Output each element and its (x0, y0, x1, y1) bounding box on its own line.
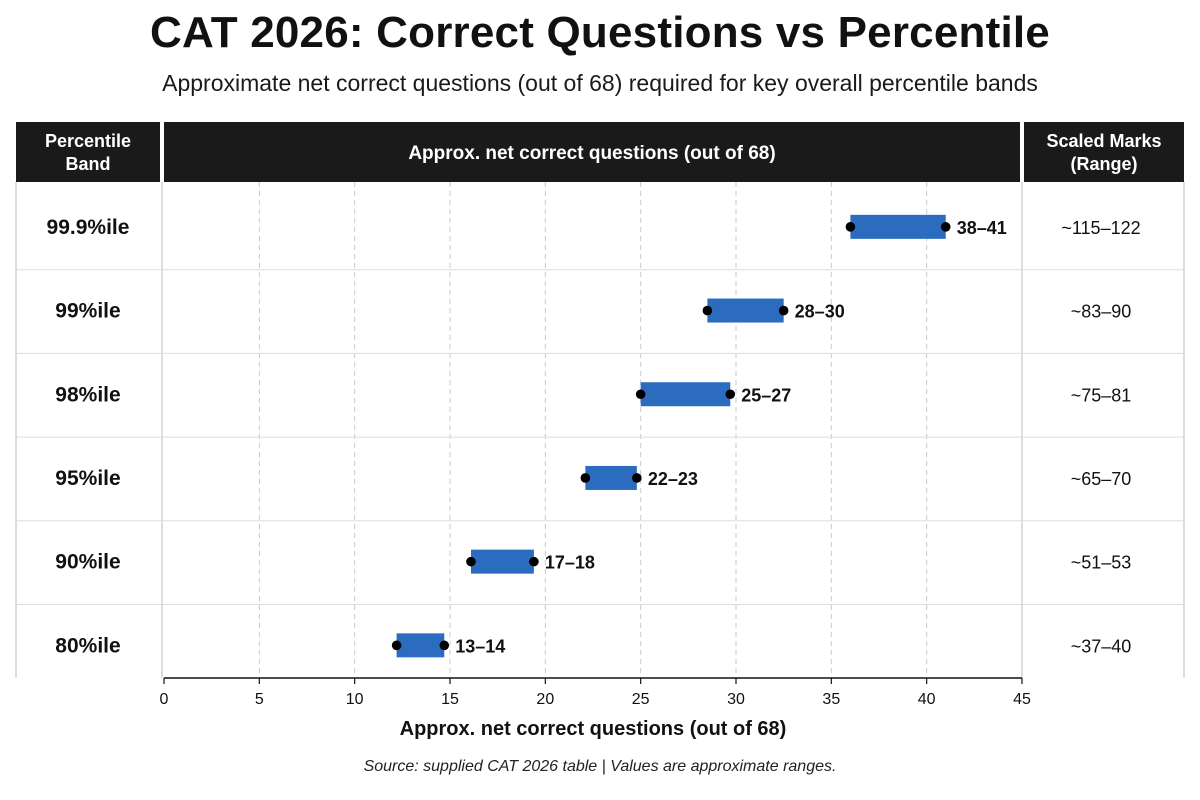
header-marks-line1: Scaled Marks (1046, 131, 1161, 151)
x-tick-label: 45 (1013, 691, 1031, 708)
range-bar (585, 465, 637, 490)
range-start-dot (635, 389, 646, 400)
range-data-label: 13–14 (455, 636, 505, 656)
x-tick-label: 10 (346, 691, 364, 708)
x-tick-label: 40 (918, 691, 936, 708)
header-marks-line2: (Range) (1071, 154, 1138, 174)
range-end-dot (529, 556, 539, 567)
row-scaled-marks: ~115–122 (1061, 218, 1140, 238)
range-bar (640, 382, 731, 407)
x-tick-label: 20 (536, 691, 554, 708)
range-data-label: 38–41 (957, 218, 1007, 238)
range-end-dot (940, 222, 951, 232)
row-scaled-marks: ~65–70 (1071, 469, 1132, 489)
range-end-dot (439, 640, 450, 651)
x-tick-label: 35 (822, 691, 840, 708)
table-header: Percentile Band Approx. net correct ques… (16, 122, 1184, 182)
table-frame (15, 182, 1185, 678)
data-row: 99%ile 28–30 ~83–90 (16, 298, 1184, 354)
row-band-label: 95%ile (55, 467, 120, 490)
row-scaled-marks: ~75–81 (1071, 385, 1132, 405)
range-bar (850, 214, 946, 239)
header-marks-cell (1024, 122, 1184, 182)
range-start-dot (702, 305, 713, 316)
chart-title: CAT 2026: Correct Questions vs Percentil… (150, 8, 1050, 57)
range-bar (707, 298, 784, 323)
range-start-dot (466, 556, 476, 567)
x-axis-label: Approx. net correct questions (out of 68… (400, 718, 787, 740)
row-band-label: 80%ile (55, 634, 120, 657)
x-tick-label: 30 (727, 691, 745, 708)
row-band-label: 99%ile (55, 300, 120, 323)
row-scaled-marks: ~83–90 (1071, 302, 1132, 322)
row-scaled-marks: ~51–53 (1071, 553, 1132, 573)
data-row: 90%ile 17–18 ~51–53 (16, 549, 1184, 605)
data-row: 98%ile 25–27 ~75–81 (16, 382, 1184, 438)
range-end-dot (778, 305, 789, 316)
range-data-label: 22–23 (648, 469, 698, 489)
row-band-label: 99.9%ile (47, 216, 130, 239)
x-tick-label: 0 (160, 691, 169, 708)
header-band-line1: Percentile (45, 131, 131, 151)
data-row: 80%ile 13–14 ~37–40 (55, 633, 1132, 658)
range-start-dot (845, 222, 856, 232)
range-start-dot (391, 640, 402, 651)
data-row: 95%ile 22–23 ~65–70 (16, 465, 1184, 522)
header-middle-label: Approx. net correct questions (out of 68… (408, 143, 775, 164)
range-data-label: 28–30 (795, 302, 845, 322)
range-data-label: 17–18 (545, 553, 595, 573)
data-row: 99.9%ile 38–41 ~115–122 (16, 214, 1184, 271)
header-middle-cell (164, 122, 1020, 182)
header-band-line2: Band (66, 154, 111, 174)
range-bar (470, 549, 534, 574)
x-axis: 0 5 10 15 20 25 30 35 40 45 (160, 677, 1031, 708)
header-band-cell (16, 122, 160, 182)
range-bar (396, 633, 445, 658)
row-scaled-marks: ~37–40 (1071, 636, 1132, 656)
row-band-label: 98%ile (55, 383, 120, 406)
x-tick-label: 15 (441, 691, 459, 708)
chart-subtitle: Approximate net correct questions (out o… (162, 70, 1038, 96)
x-tick-label: 5 (255, 691, 264, 708)
x-tick-label: 25 (632, 691, 650, 708)
range-end-dot (725, 389, 736, 400)
range-end-dot (632, 473, 642, 483)
source-note: Source: supplied CAT 2026 table | Values… (363, 758, 837, 775)
row-band-label: 90%ile (55, 551, 120, 574)
data-rows: 99.9%ile 38–41 ~115–122 99%ile 28–30 ~83–90 98… (16, 214, 1184, 658)
vertical-grid (258, 182, 928, 678)
range-data-label: 25–27 (741, 385, 791, 405)
range-start-dot (580, 473, 591, 483)
